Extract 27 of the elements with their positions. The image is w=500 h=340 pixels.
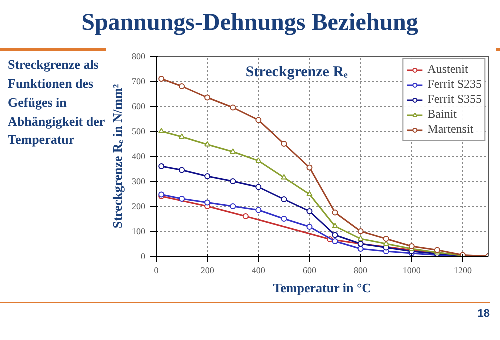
legend-label: Ferrit S355 — [428, 92, 482, 107]
y-tick-label: 100 — [132, 226, 146, 236]
x-tick-label: 800 — [354, 266, 368, 276]
legend-label: Bainit — [428, 107, 457, 122]
x-tick-label: 400 — [252, 266, 266, 276]
y-tick-label: 200 — [132, 202, 146, 212]
y-tick-label: 800 — [132, 52, 146, 62]
y-tick-label: 400 — [132, 152, 146, 162]
x-tick-label: 200 — [200, 266, 215, 276]
y-tick-label: 600 — [132, 102, 146, 112]
legend-label: Austenit — [428, 62, 468, 77]
y-tick-label: 700 — [132, 76, 146, 86]
legend-label: Martensit — [428, 122, 474, 137]
chart-title: Spannungs-Dehnungs Beziehung — [0, 0, 500, 52]
x-tick-label: 600 — [302, 266, 317, 276]
text: Streckgrenze als Funktionen des Gefüges in Abhängigkeit der Temperatur — [8, 56, 106, 150]
y-axis-title: Streckgrenze Rₑ in N/mm² — [110, 84, 125, 229]
text: Streckgrenze Rₑ — [246, 64, 348, 80]
text: 18 — [0, 302, 490, 323]
y-tick-label: 300 — [132, 176, 146, 186]
x-tick-label: 1000 — [402, 266, 422, 276]
x-axis-title: Temperatur in °C — [273, 280, 372, 296]
x-tick-label: 1200 — [454, 266, 472, 276]
y-tick-label: 0 — [141, 252, 146, 262]
legend-label: Ferrit S235 — [428, 77, 482, 92]
x-tick-label: 0 — [154, 266, 160, 276]
y-tick-label: 500 — [132, 126, 146, 136]
